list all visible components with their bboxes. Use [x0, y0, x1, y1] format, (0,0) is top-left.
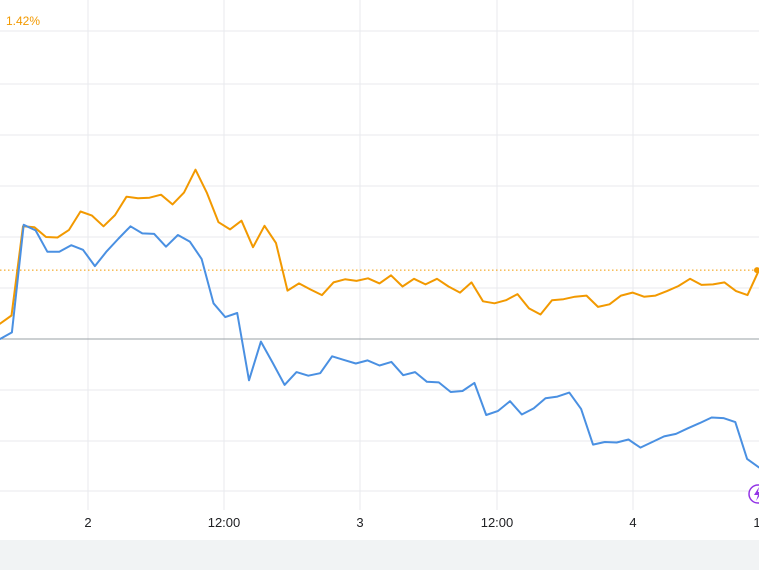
reference-lines — [0, 269, 759, 340]
gridlines — [0, 0, 759, 510]
bottom-strip — [0, 540, 759, 570]
x-tick-label: 2 — [84, 515, 91, 530]
x-axis-ticks: 2 12:00 3 12:00 4 1 — [84, 515, 759, 530]
series-line-1 — [0, 223, 759, 469]
series-end-dot — [754, 267, 759, 274]
series-line-0 — [0, 168, 759, 325]
x-tick-label: 1 — [753, 515, 759, 530]
x-tick-label: 4 — [629, 515, 636, 530]
event-marker-icon — [754, 487, 759, 501]
x-tick-label: 12:00 — [208, 515, 241, 530]
x-tick-label: 3 — [356, 515, 363, 530]
top-value-label: 1.42% — [6, 14, 40, 28]
event-marker[interactable] — [748, 484, 759, 504]
x-tick-label: 12:00 — [481, 515, 514, 530]
series-lines — [0, 168, 759, 469]
marker-circle[interactable] — [748, 484, 759, 504]
